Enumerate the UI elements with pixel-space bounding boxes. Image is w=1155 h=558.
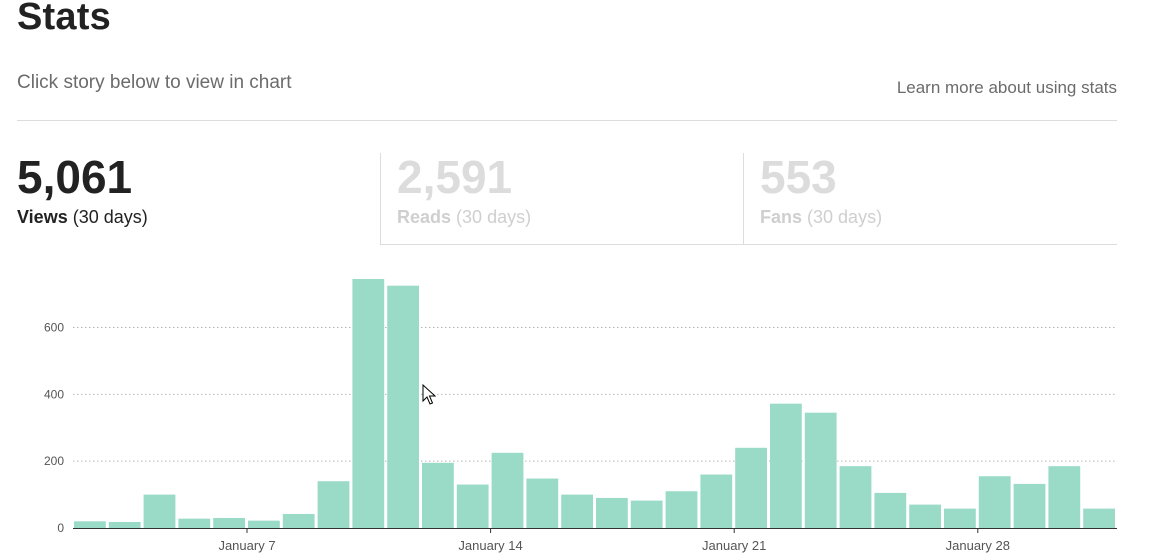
x-tick-label: January 28 <box>946 538 1010 553</box>
bars <box>74 279 1115 528</box>
bar-january-11[interactable] <box>387 285 419 528</box>
fans-count: 553 <box>760 151 837 203</box>
views-period: (30 days) <box>72 207 148 227</box>
bar-january-5[interactable] <box>178 518 211 528</box>
page-title: Stats <box>17 0 111 38</box>
bar-january-3[interactable] <box>108 521 141 528</box>
y-tick-label: 200 <box>44 454 64 468</box>
bar-january-16[interactable] <box>561 494 593 528</box>
reads-label: Reads (30 days) <box>397 207 531 228</box>
fans-label: Fans (30 days) <box>760 207 882 228</box>
views-bar-chart: 0 200 400 600 January 7 January 14 January 21 J… <box>44 279 1117 553</box>
tab-views[interactable]: 5,061 Views (30 days) <box>17 153 380 245</box>
learn-more-link[interactable]: Learn more about using stats <box>896 78 1117 97</box>
grid-lines <box>73 326 1117 462</box>
bar-january-29[interactable] <box>1013 483 1046 528</box>
bar-january-28[interactable] <box>978 476 1011 528</box>
bar-january-26[interactable] <box>909 504 941 528</box>
bar-january-25[interactable] <box>874 492 907 528</box>
bar-january-9[interactable] <box>317 481 350 528</box>
reads-period: (30 days) <box>456 207 532 227</box>
bar-january-18[interactable] <box>630 500 663 528</box>
bar-january-22[interactable] <box>770 403 802 528</box>
views-count: 5,061 <box>17 151 133 203</box>
bar-january-21[interactable] <box>735 447 767 528</box>
axis-ticks: 0 200 400 600 January 7 January 14 January 21 J… <box>44 320 1117 553</box>
y-tick-label: 600 <box>44 320 64 334</box>
bar-january-10[interactable] <box>352 279 385 528</box>
bar-january-31[interactable] <box>1083 508 1115 528</box>
bar-january-17[interactable] <box>596 497 628 528</box>
bar-january-4[interactable] <box>143 494 176 528</box>
bar-january-30[interactable] <box>1048 466 1081 528</box>
bar-january-15[interactable] <box>526 478 559 528</box>
bar-january-27[interactable] <box>944 508 976 528</box>
bar-january-12[interactable] <box>422 462 454 528</box>
fans-period: (30 days) <box>807 207 883 227</box>
bar-january-19[interactable] <box>665 491 698 528</box>
bar-january-6[interactable] <box>213 517 245 528</box>
bar-january-7[interactable] <box>248 520 280 528</box>
bar-january-13[interactable] <box>456 484 489 528</box>
bar-january-2[interactable] <box>74 521 106 528</box>
x-tick-label: January 21 <box>702 538 766 553</box>
views-label: Views (30 days) <box>17 207 148 228</box>
bar-january-24[interactable] <box>839 466 872 528</box>
reads-label-text: Reads <box>397 207 452 227</box>
views-label-text: Views <box>17 207 68 227</box>
tab-reads[interactable]: 2,591 Reads (30 days) <box>380 153 743 245</box>
y-tick-label: 0 <box>57 521 64 535</box>
page-subtitle: Click story below to view in chart <box>17 72 292 93</box>
bar-january-23[interactable] <box>804 412 837 528</box>
mouse-cursor-icon <box>422 384 436 405</box>
bar-january-8[interactable] <box>282 513 315 528</box>
bar-january-14[interactable] <box>491 452 524 528</box>
tab-fans[interactable]: 553 Fans (30 days) <box>743 153 1117 245</box>
fans-label-text: Fans <box>760 207 803 227</box>
bar-january-20[interactable] <box>700 474 733 528</box>
header-divider <box>17 120 1117 121</box>
reads-count: 2,591 <box>397 151 513 203</box>
x-tick-label: January 14 <box>458 538 522 553</box>
x-tick-label: January 7 <box>218 538 275 553</box>
y-tick-label: 400 <box>44 387 64 401</box>
